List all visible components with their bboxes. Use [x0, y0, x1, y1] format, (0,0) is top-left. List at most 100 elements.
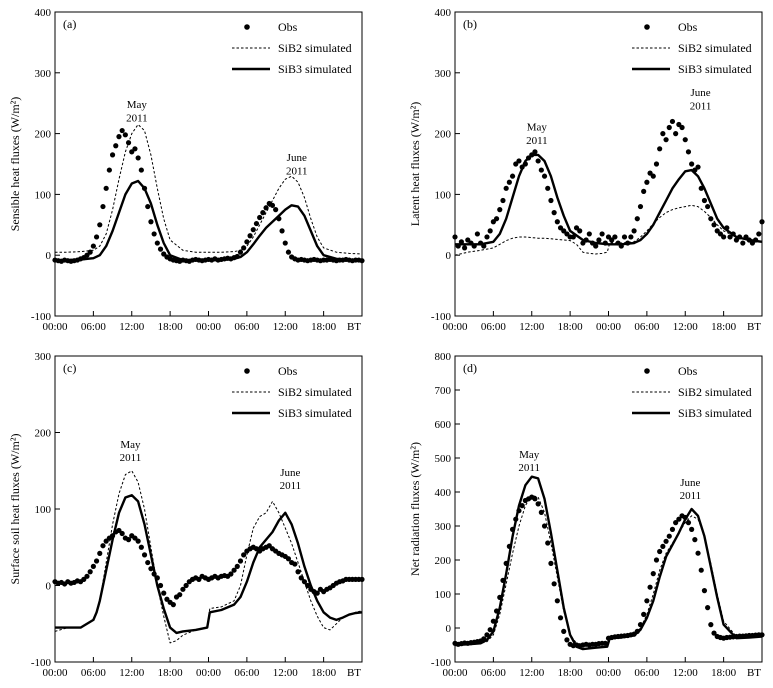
obs-point: [503, 185, 509, 191]
obs-point: [647, 584, 653, 590]
x-unit-label: BT: [347, 667, 361, 679]
x-tick-label: 06:00: [634, 667, 660, 679]
obs-point: [484, 632, 490, 638]
panel-label: (a): [63, 17, 76, 31]
x-tick-label: 00:00: [442, 321, 468, 333]
y-tick-label: 700: [435, 385, 452, 397]
obs-point: [551, 581, 557, 587]
obs-point: [500, 197, 506, 204]
obs-point: [679, 124, 685, 131]
obs-point: [285, 249, 292, 255]
obs-point: [247, 233, 253, 239]
y-tick-label: 100: [35, 189, 52, 201]
legend-label: SiB3 simulated: [678, 406, 752, 420]
obs-point: [260, 210, 266, 216]
x-tick-label: 06:00: [481, 321, 507, 333]
obs-point: [231, 567, 237, 573]
series-obs: [452, 118, 765, 251]
obs-point: [90, 243, 96, 249]
annotation: May: [527, 122, 548, 134]
obs-point: [663, 137, 669, 143]
annotation: 2011: [120, 452, 142, 464]
obs-point: [241, 552, 247, 558]
obs-point: [653, 161, 660, 167]
legend-label: SiB3 simulated: [278, 406, 352, 420]
series-sib2-simulated: [454, 204, 763, 256]
obs-point: [298, 575, 304, 581]
obs-point: [637, 203, 644, 210]
obs-point: [695, 164, 701, 170]
obs-point: [237, 558, 244, 564]
obs-point: [663, 538, 669, 544]
obs-point: [359, 576, 365, 582]
obs-point: [644, 179, 650, 185]
obs-point: [295, 569, 301, 575]
y-tick-label: 200: [435, 555, 452, 567]
series-line: [55, 124, 363, 255]
obs-point: [721, 234, 727, 240]
panel-a: -100 0 100 200 300 400 00:00 06:00 12:00 18:00 00:…: [8, 7, 365, 333]
obs-point: [122, 132, 128, 138]
obs-point: [541, 173, 548, 179]
obs-point: [669, 118, 676, 125]
obs-point: [87, 569, 93, 575]
obs-point: [148, 219, 154, 225]
series-line: [54, 470, 363, 644]
x-tick-label: 00:00: [196, 321, 222, 333]
x-tick-label: 12:00: [519, 321, 545, 333]
obs-point: [183, 582, 189, 589]
y-tick-label: 100: [435, 589, 452, 601]
y-tick-label: -100: [431, 311, 452, 323]
x-tick-label: 12:00: [673, 667, 699, 679]
obs-point: [682, 137, 688, 143]
obs-point: [100, 543, 106, 549]
obs-point: [577, 228, 583, 234]
obs-point: [586, 231, 592, 237]
obs-point: [285, 556, 292, 562]
y-tick-label: 300: [35, 351, 52, 363]
obs-point: [161, 590, 167, 596]
obs-point: [535, 501, 541, 507]
x-tick-label: 00:00: [42, 321, 68, 333]
legend-label: SiB3 simulated: [678, 62, 752, 76]
obs-point: [234, 563, 240, 569]
obs-point: [97, 550, 103, 556]
series-obs: [452, 494, 765, 649]
series-line: [55, 179, 362, 262]
annotation: June: [287, 152, 307, 164]
x-tick-label: 12:00: [119, 321, 145, 333]
obs-point: [493, 216, 500, 222]
x-tick-label: 06:00: [634, 321, 660, 333]
x-unit-label: BT: [747, 667, 761, 679]
obs-point: [138, 544, 144, 550]
obs-point: [273, 207, 279, 213]
legend-label: SiB3 simulated: [278, 62, 352, 76]
obs-point: [113, 143, 119, 149]
obs-point: [145, 203, 151, 210]
y-axis-label: Net radiation fluxes (W/m²): [408, 442, 422, 576]
x-tick-label: 12:00: [519, 667, 545, 679]
y-tick-label: 300: [435, 68, 452, 80]
obs-point: [180, 586, 186, 592]
obs-point: [676, 516, 682, 522]
obs-point: [103, 185, 109, 191]
panel-label: (b): [463, 17, 477, 31]
obs-point: [621, 234, 628, 240]
legend-label: Obs: [678, 20, 698, 34]
obs-point: [593, 243, 599, 249]
legend: Obs SiB2 simulated SiB3 simulated: [632, 364, 752, 420]
legend-label: SiB2 simulated: [278, 41, 352, 55]
y-axis-label: Sensible heat fluxes (W/m²): [8, 97, 22, 232]
obs-point: [650, 173, 656, 179]
x-tick-label: 18:00: [711, 321, 737, 333]
obs-point: [612, 234, 618, 240]
obs-point: [708, 216, 714, 222]
obs-point: [653, 557, 660, 563]
obs-point: [705, 605, 711, 611]
y-tick-label: 200: [35, 428, 52, 440]
obs-point: [554, 219, 560, 225]
obs-point: [250, 227, 256, 233]
obs-point: [532, 149, 538, 155]
x-tick-label: 18:00: [558, 321, 584, 333]
y-tick-label: 400: [435, 7, 452, 19]
